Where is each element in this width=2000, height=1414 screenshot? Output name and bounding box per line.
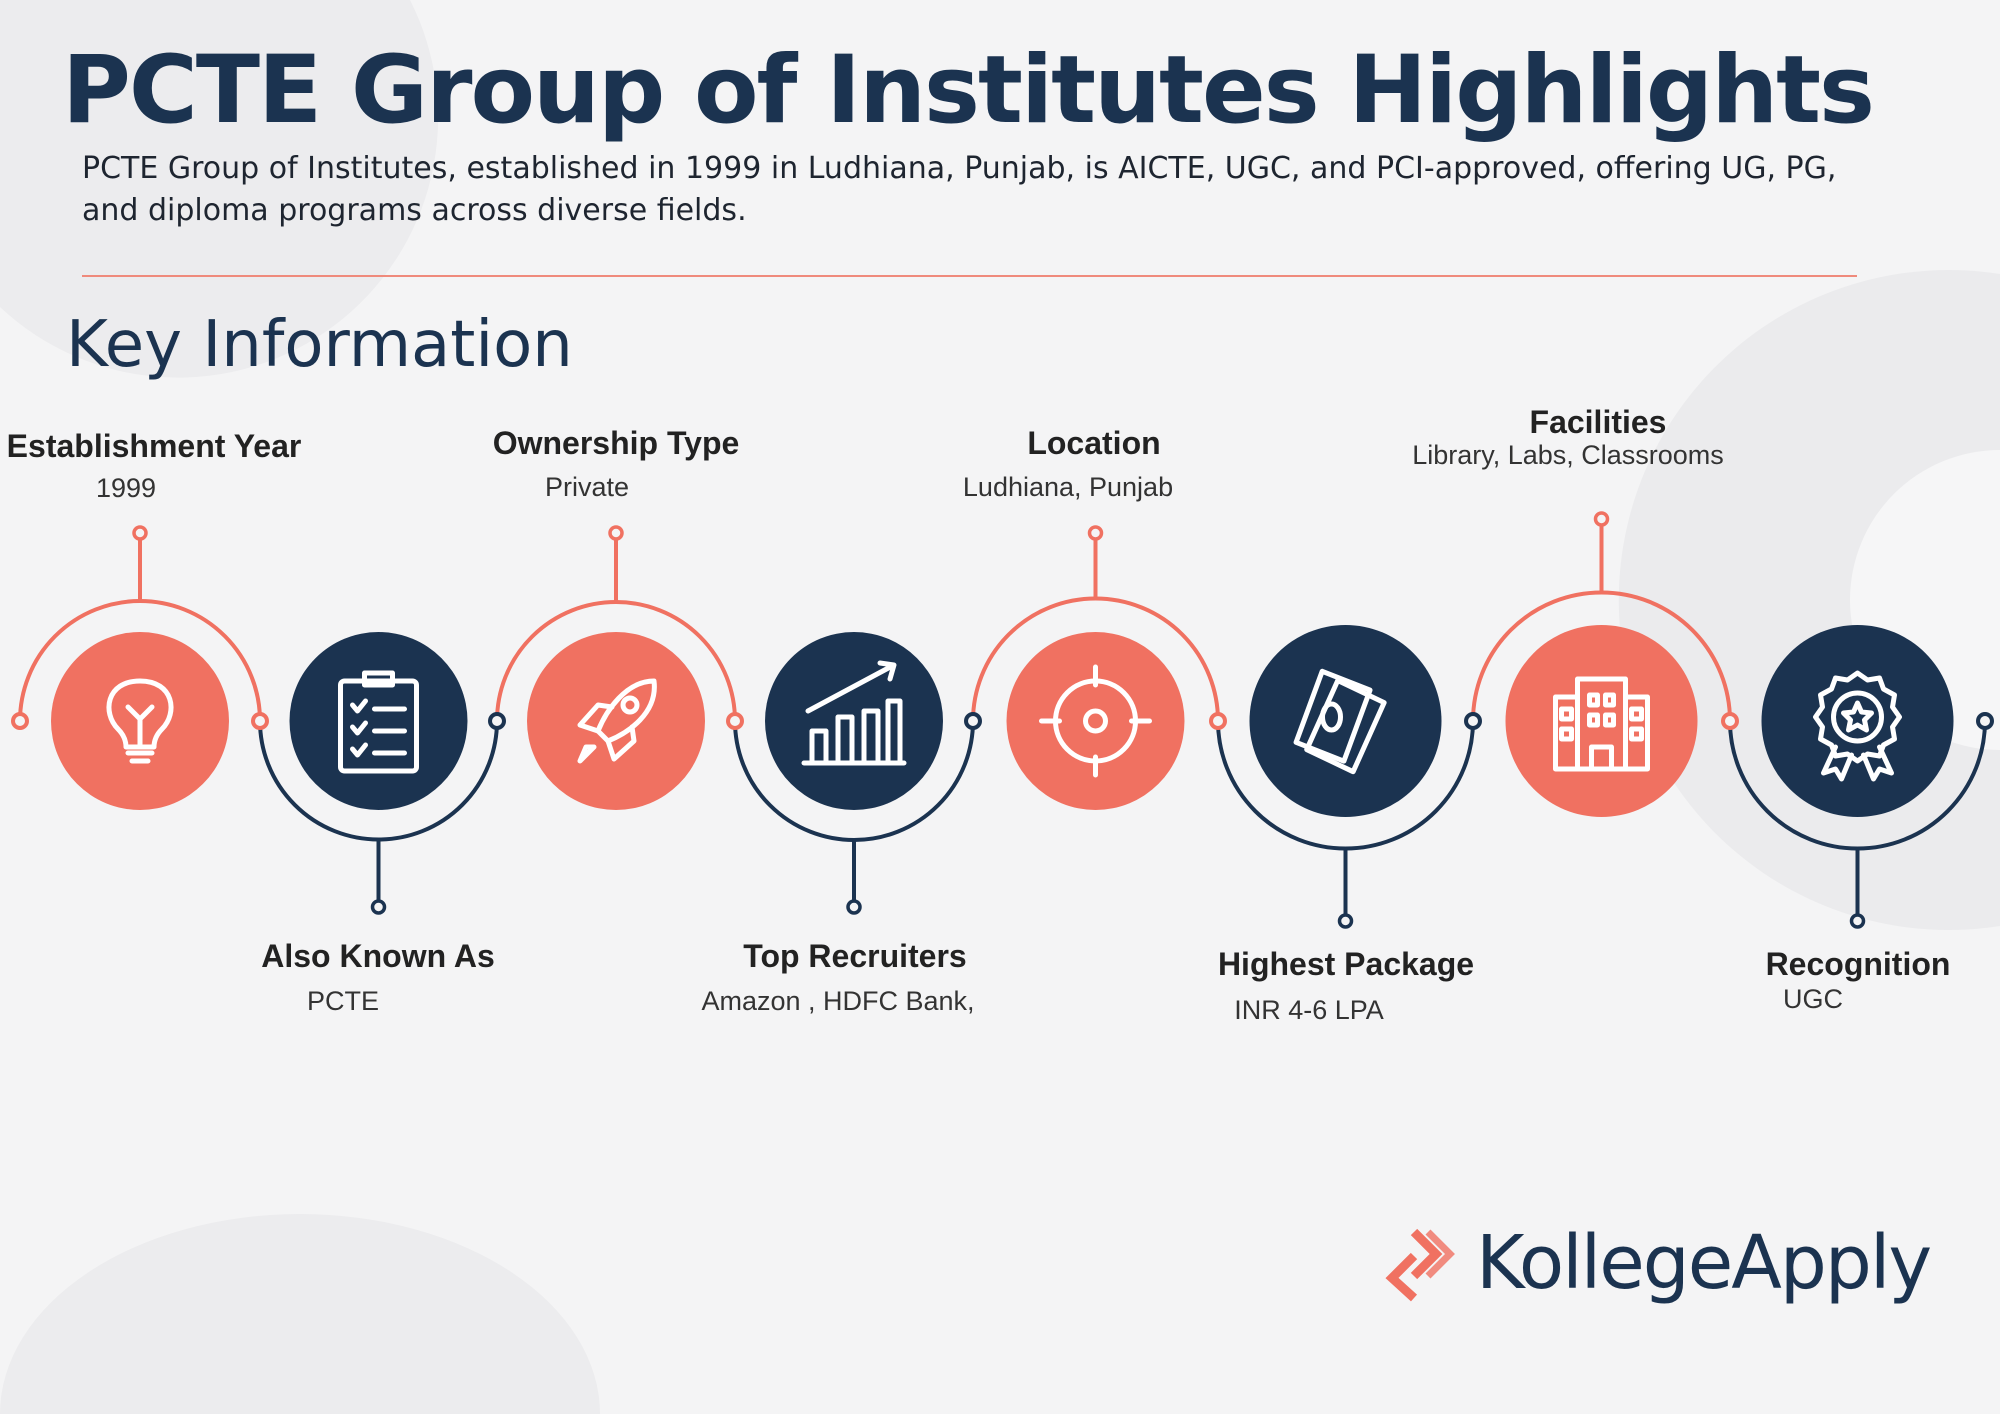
kollegeapply-logo-icon xyxy=(1385,1228,1455,1302)
item-label: Top Recruiters xyxy=(743,938,967,974)
timeline-node xyxy=(1721,712,1739,730)
item-label: Establishment Year xyxy=(6,428,302,464)
item-label: Highest Package xyxy=(1217,946,1475,982)
timeline-node xyxy=(964,712,982,730)
building-icon xyxy=(1553,676,1650,772)
stem-dot xyxy=(1087,525,1104,541)
timeline-arc xyxy=(1728,720,1987,851)
money-icon xyxy=(1293,668,1387,775)
item-value: Ludhiana, Punjab xyxy=(962,472,1174,502)
icon-circle xyxy=(1505,625,1698,817)
item-value: INR 4-6 LPA xyxy=(1234,995,1384,1025)
rocket-icon xyxy=(577,678,657,764)
stem-dot xyxy=(1593,511,1610,527)
brand-logo: KollegeApply xyxy=(1476,1220,1932,1306)
item-value: 1999 xyxy=(95,473,157,503)
item-label: Ownership Type xyxy=(492,425,740,461)
icon-circle xyxy=(1006,632,1185,810)
timeline-arc xyxy=(1471,590,1732,722)
timeline-node xyxy=(11,712,29,730)
award-badge-icon xyxy=(1813,670,1902,782)
stem-dot xyxy=(846,899,862,915)
item-value: Private xyxy=(544,472,630,502)
item-value: Amazon , HDFC Bank, xyxy=(701,986,975,1016)
item-label: Facilities xyxy=(1529,404,1667,440)
page-title: PCTE Group of Institutes Highlights xyxy=(62,36,1875,145)
stem-dot xyxy=(608,525,624,541)
item-value: PCTE xyxy=(306,986,380,1016)
stem-dot xyxy=(1849,913,1866,929)
icon-circle xyxy=(1761,625,1954,817)
item-label: Recognition xyxy=(1765,946,1951,982)
stem-dot xyxy=(1337,913,1354,929)
item-label: Also Known As xyxy=(261,938,495,974)
section-title: Key Information xyxy=(66,308,573,382)
item-value: UGC xyxy=(1783,984,1843,1014)
icon-circle xyxy=(1249,625,1442,817)
timeline-node xyxy=(251,712,269,730)
page-subtitle: PCTE Group of Institutes, established in… xyxy=(82,151,1837,228)
item-label: Location xyxy=(1027,425,1161,461)
lightbulb-icon xyxy=(106,678,174,764)
timeline-node xyxy=(726,712,744,730)
clipboard-checklist-icon xyxy=(338,670,419,774)
timeline-node xyxy=(1209,712,1227,730)
stem-dot xyxy=(370,899,387,915)
target-icon xyxy=(1039,664,1152,778)
timeline-node xyxy=(1976,712,1994,730)
item-value: Library, Labs, Classrooms xyxy=(1412,440,1724,470)
timeline-node xyxy=(488,712,506,730)
icon-circle xyxy=(527,632,705,810)
divider xyxy=(82,275,1857,277)
timeline-node xyxy=(1464,712,1482,730)
stem-dot xyxy=(132,525,148,541)
icon-circle xyxy=(289,632,468,810)
growth-chart-icon xyxy=(801,660,907,766)
timeline-arc xyxy=(1216,720,1475,851)
